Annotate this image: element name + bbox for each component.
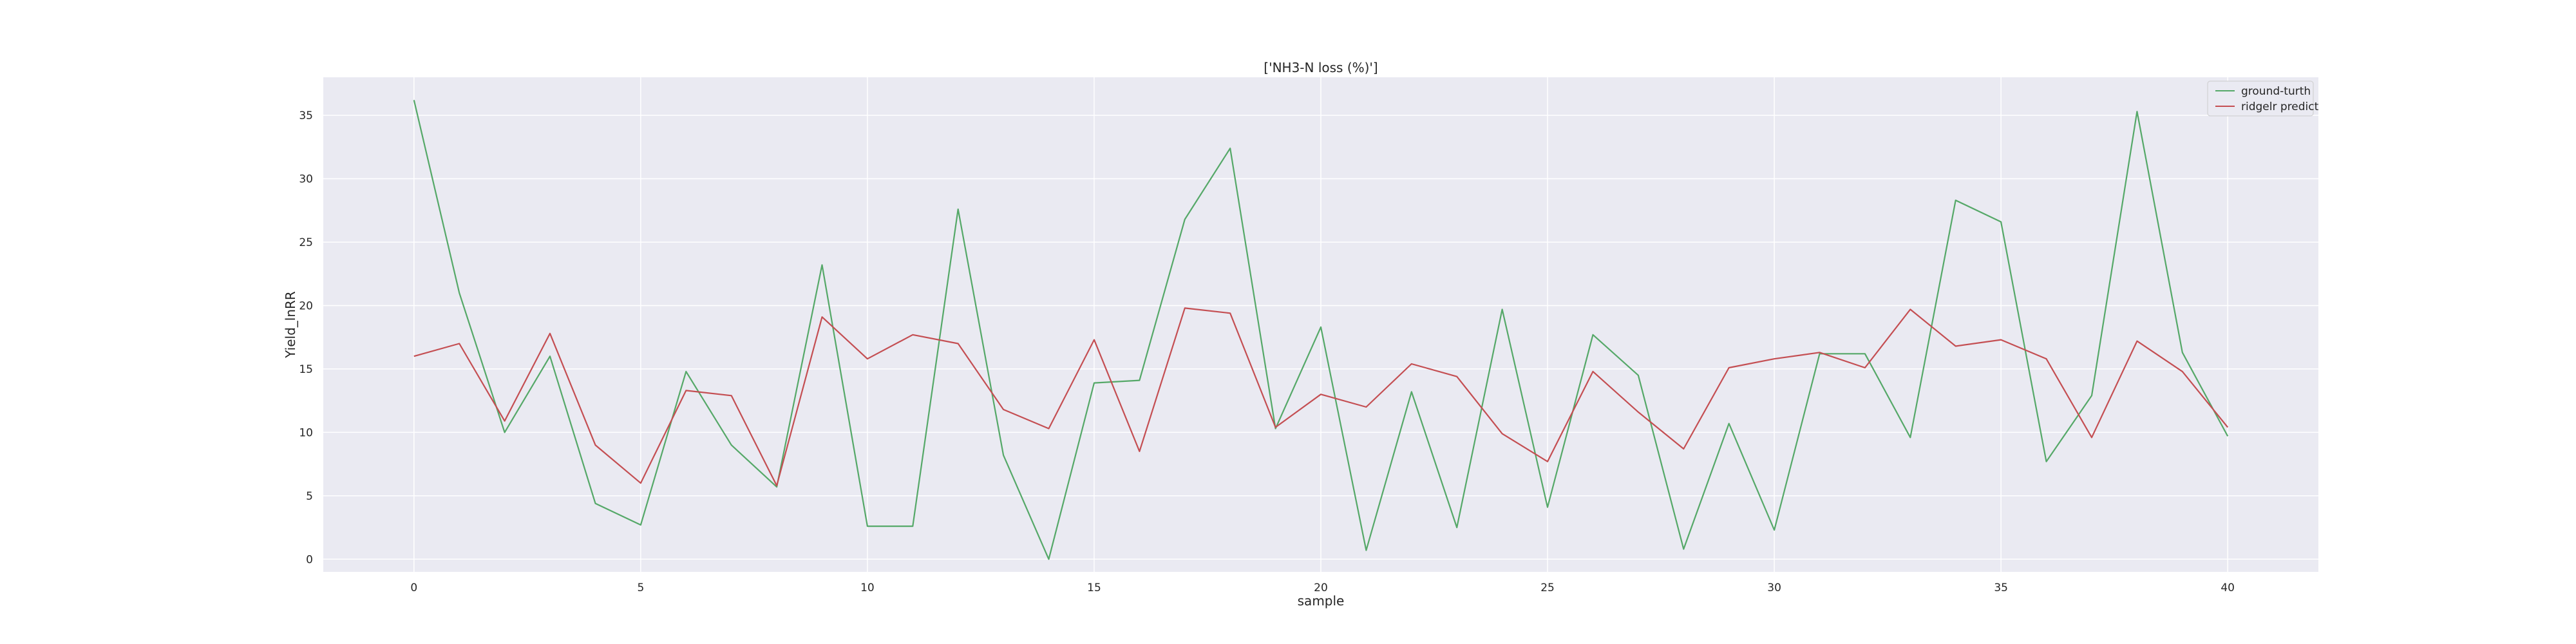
series-lines <box>413 100 2229 560</box>
legend-label-ground-turth: ground-turth <box>2241 85 2311 98</box>
x-tick-label: 0 <box>410 582 417 594</box>
x-tick-label: 15 <box>1087 582 1101 594</box>
grid <box>323 77 2318 572</box>
y-axis-label: Yield_lnRR <box>283 291 298 359</box>
series-line-ground-turth <box>413 100 2229 560</box>
y-tick-label: 5 <box>306 490 313 503</box>
chart-title: ['NH3-N loss (%)'] <box>1264 60 1378 75</box>
x-tick-label: 10 <box>860 582 875 594</box>
y-tick-label: 10 <box>299 426 313 439</box>
tick-labels: 0 5 10 15 20 25 30 35 40 0 5 10 15 20 25 30 35 <box>299 109 2235 594</box>
legend: ground-turth ridgelr predict <box>2207 80 2319 117</box>
y-tick-label: 15 <box>299 363 313 376</box>
x-tick-label: 35 <box>1994 582 2008 594</box>
x-tick-label: 40 <box>2221 582 2235 594</box>
x-axis-label: sample <box>1298 593 1345 609</box>
y-tick-label: 25 <box>299 236 313 249</box>
y-tick-label: 20 <box>299 299 313 312</box>
x-tick-label: 20 <box>1314 582 1328 594</box>
y-tick-label: 35 <box>299 109 313 122</box>
y-tick-label: 0 <box>306 553 313 566</box>
series-line-ridgelr-predict <box>413 307 2229 487</box>
y-tick-label: 30 <box>299 173 313 186</box>
x-tick-label: 30 <box>1767 582 1781 594</box>
legend-box <box>2207 80 2314 117</box>
x-tick-label: 5 <box>637 582 644 594</box>
x-tick-label: 25 <box>1540 582 1555 594</box>
legend-label-ridgelr-predict: ridgelr predict <box>2241 100 2319 113</box>
